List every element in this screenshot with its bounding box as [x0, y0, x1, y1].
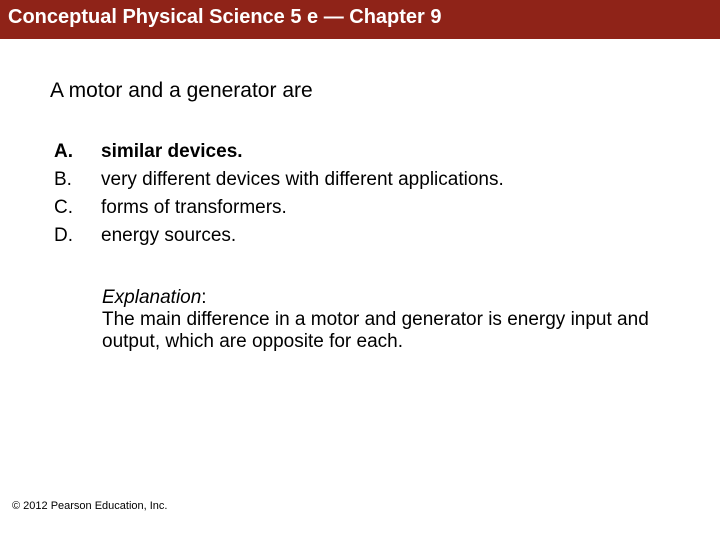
- option-label: D.: [54, 225, 101, 253]
- option-text: forms of transformers.: [101, 197, 504, 225]
- option-label: B.: [54, 169, 101, 197]
- option-label: A.: [54, 141, 101, 169]
- content-area: A motor and a generator are A. similar d…: [0, 39, 720, 353]
- option-d: D. energy sources.: [54, 225, 504, 253]
- explanation-body: The main difference in a motor and gener…: [102, 309, 649, 352]
- explanation-colon: :: [201, 287, 206, 308]
- copyright-text: © 2012 Pearson Education, Inc.: [12, 500, 167, 512]
- question-text: A motor and a generator are: [50, 79, 670, 103]
- slide: Conceptual Physical Science 5 e — Chapte…: [0, 0, 720, 540]
- option-text: energy sources.: [101, 225, 504, 253]
- option-c: C. forms of transformers.: [54, 197, 504, 225]
- option-a: A. similar devices.: [54, 141, 504, 169]
- option-text: very different devices with different ap…: [101, 169, 504, 197]
- option-b: B. very different devices with different…: [54, 169, 504, 197]
- explanation-title: Explanation: [102, 287, 201, 308]
- explanation-block: Explanation: The main difference in a mo…: [102, 287, 662, 353]
- option-text: similar devices.: [101, 141, 504, 169]
- header-title: Conceptual Physical Science 5 e — Chapte…: [8, 6, 442, 28]
- options-list: A. similar devices. B. very different de…: [54, 141, 504, 253]
- header-bar: Conceptual Physical Science 5 e — Chapte…: [0, 0, 720, 39]
- option-label: C.: [54, 197, 101, 225]
